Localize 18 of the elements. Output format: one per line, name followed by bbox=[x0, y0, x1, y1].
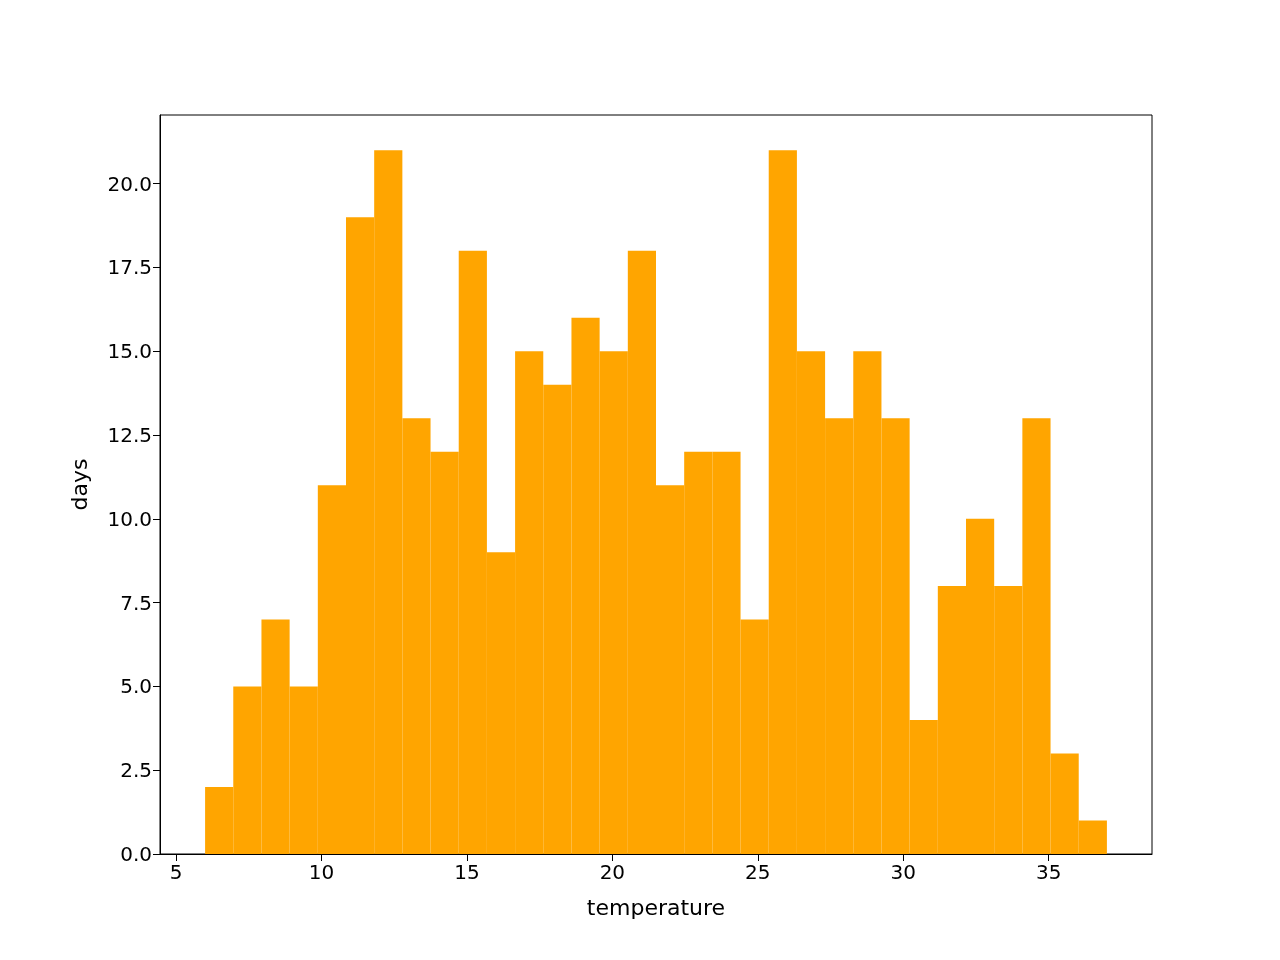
x-tick-label: 20 bbox=[599, 860, 626, 884]
y-tick-label: 7.5 bbox=[120, 590, 152, 615]
x-tick-label: 30 bbox=[890, 860, 916, 884]
x-tick-label: 5 bbox=[169, 860, 183, 884]
x-tick-label: 35 bbox=[1036, 860, 1062, 884]
x-tick-label: 15 bbox=[454, 860, 480, 884]
y-tick-label: 10.0 bbox=[107, 506, 152, 531]
y-tick-label: 2.5 bbox=[120, 758, 152, 783]
y-tick-label: 17.5 bbox=[107, 255, 152, 280]
y-axis-title: days bbox=[66, 458, 92, 511]
x-tick-label: 25 bbox=[745, 860, 771, 884]
y-tick-label: 0.0 bbox=[120, 842, 152, 866]
y-tick-label: 20.0 bbox=[107, 171, 152, 196]
x-tick-label: 10 bbox=[308, 860, 335, 884]
x-axis-title: temperature bbox=[586, 894, 726, 920]
y-tick-label: 5.0 bbox=[120, 674, 152, 699]
y-tick-label: 12.5 bbox=[107, 423, 152, 448]
y-tick-label: 15.0 bbox=[107, 339, 152, 364]
